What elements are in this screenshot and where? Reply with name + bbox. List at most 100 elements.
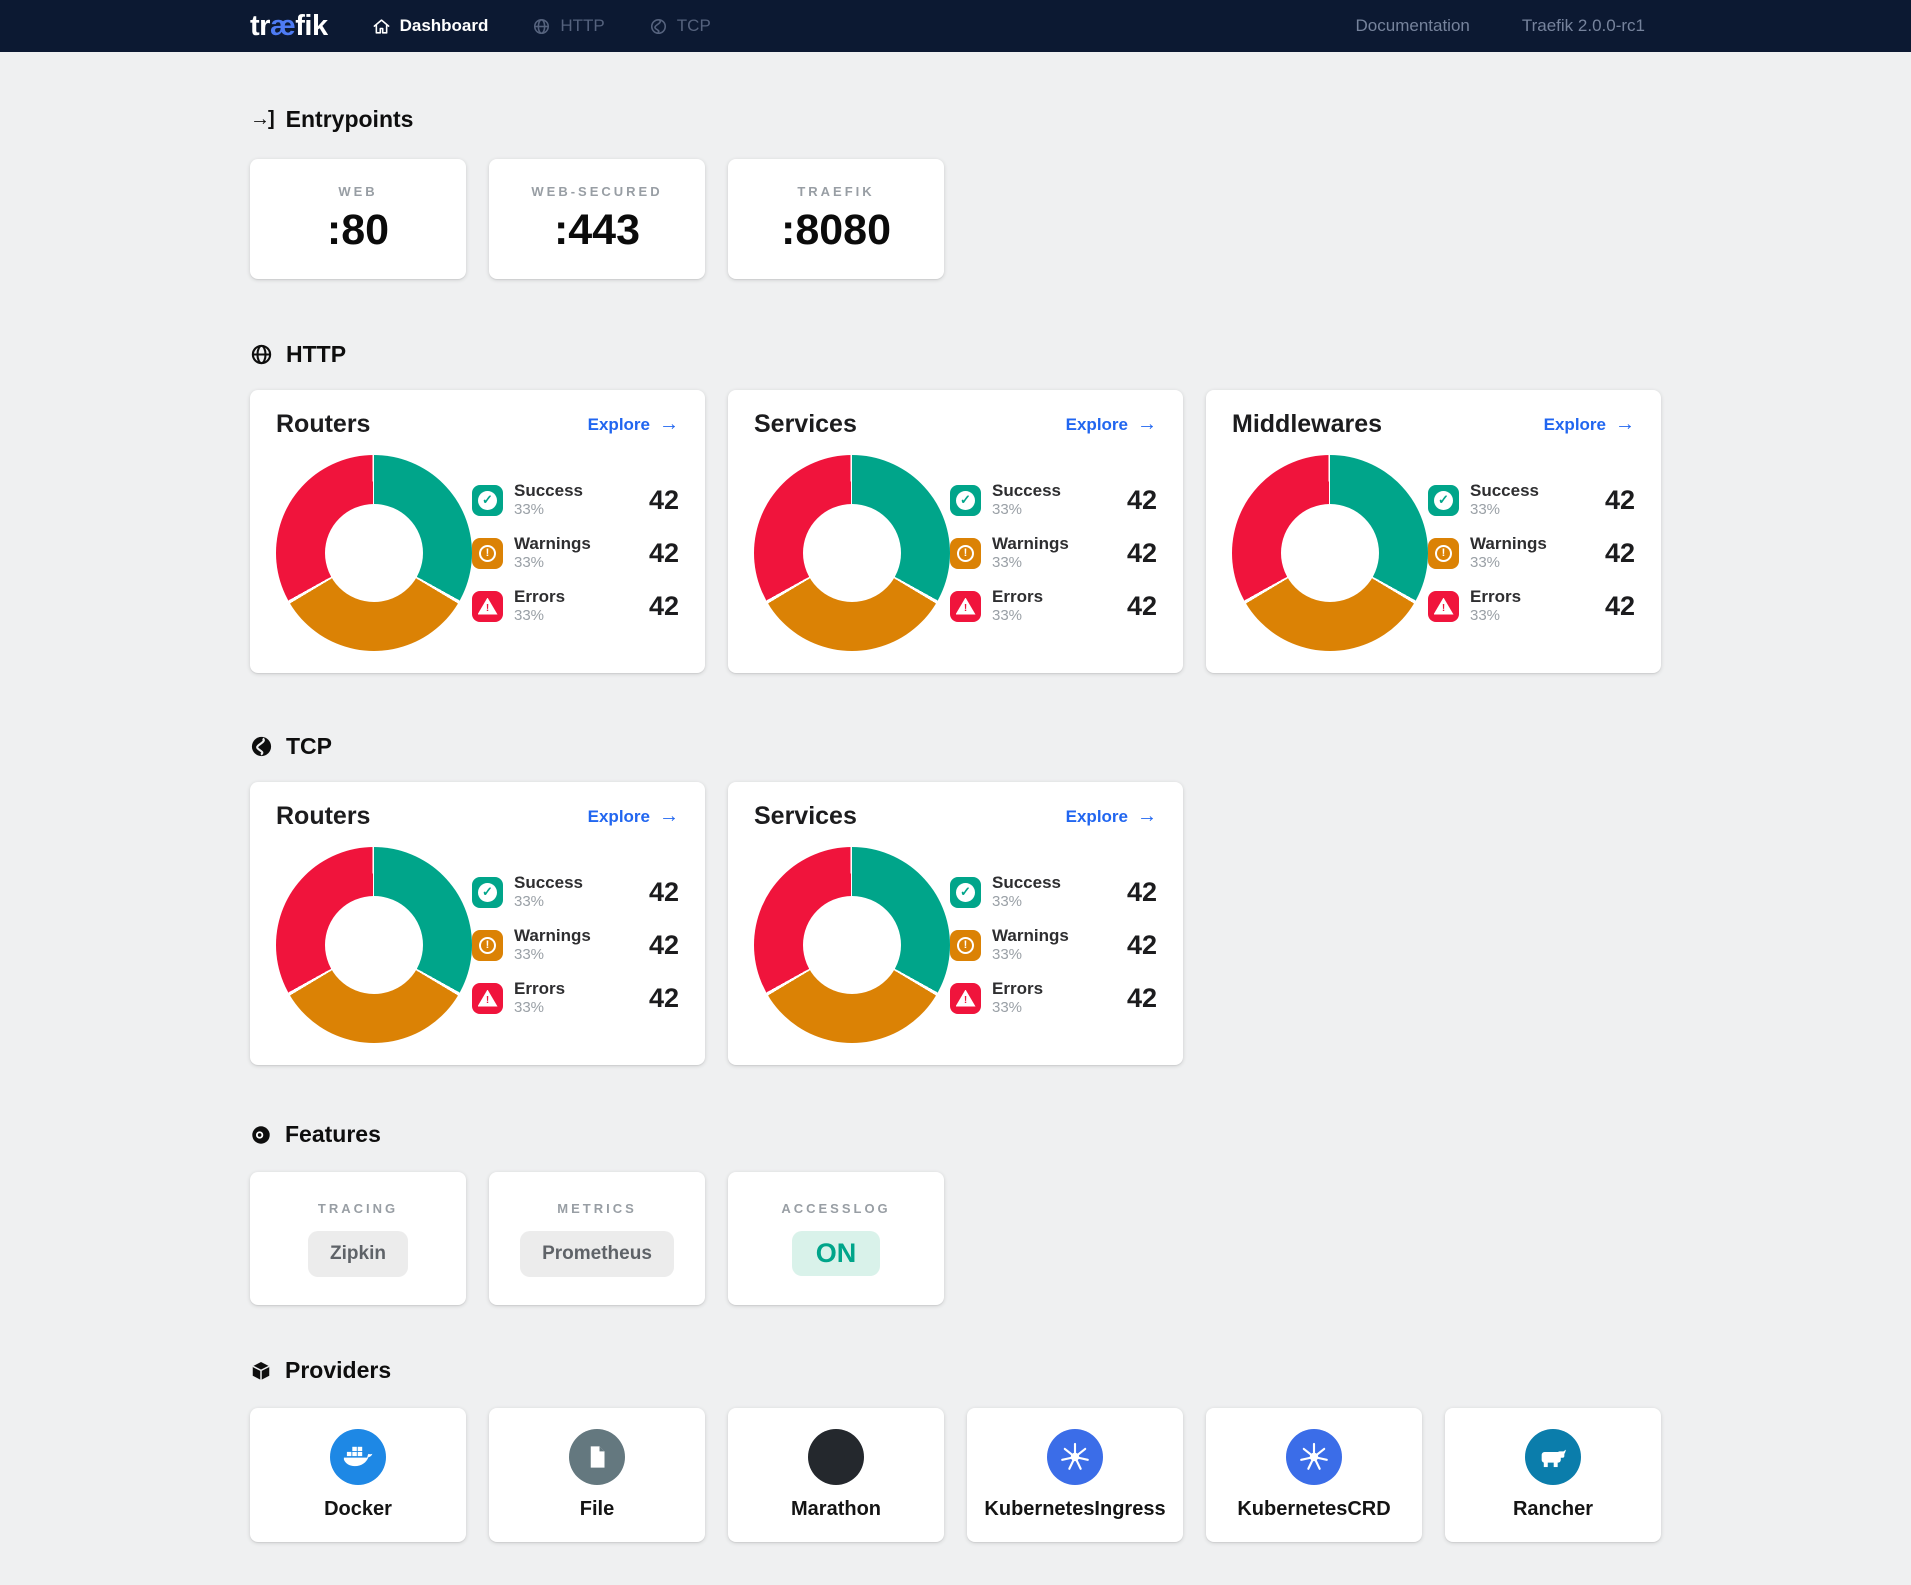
feature-value-chip: Prometheus	[520, 1230, 674, 1277]
rancher-icon	[1525, 1429, 1581, 1485]
stat-row-warnings: ! Warnings 33% 42	[472, 925, 679, 965]
kubernetes-icon	[1286, 1429, 1342, 1485]
stat-row-success: ✓ Success 33% 42	[950, 872, 1157, 912]
tcp-icon	[649, 17, 668, 36]
stat-row-warnings: ! Warnings 33% 42	[1428, 533, 1635, 573]
error-icon: !	[472, 590, 503, 622]
provider-name: Marathon	[791, 1498, 881, 1520]
donut-chart	[754, 847, 950, 1043]
feature-card-accesslog: ACCESSLOG ON	[728, 1172, 944, 1305]
marathon-icon	[808, 1429, 864, 1485]
provider-card-marathon: Marathon	[728, 1408, 944, 1542]
section-title-features: Features	[285, 1121, 381, 1147]
explore-link[interactable]: Explore →	[1065, 805, 1157, 827]
provider-name: Docker	[324, 1498, 392, 1520]
explore-link[interactable]: Explore →	[1543, 413, 1635, 435]
error-icon: !	[1428, 590, 1459, 622]
entrypoints-section: →] Entrypoints WEB :80 WEB-SECURED :443 …	[250, 106, 1661, 279]
feature-value-chip: Zipkin	[308, 1230, 408, 1277]
success-icon: ✓	[950, 484, 981, 516]
provider-name: KubernetesCRD	[1237, 1498, 1391, 1520]
provider-card-file: File	[489, 1408, 705, 1542]
provider-name: Rancher	[1512, 1498, 1594, 1520]
card-title: Routers	[276, 410, 371, 438]
card-title: Middlewares	[1232, 410, 1383, 438]
provider-card-rancher: Rancher	[1445, 1408, 1661, 1542]
explore-link[interactable]: Explore →	[587, 413, 679, 435]
warning-icon: !	[472, 929, 503, 961]
success-icon: ✓	[472, 484, 503, 516]
explore-link[interactable]: Explore →	[587, 805, 679, 827]
warning-icon: !	[950, 537, 981, 569]
http-services-card: Services Explore → ✓ Success 33% 42 ! Warn…	[728, 390, 1183, 673]
feature-on-badge: ON	[791, 1231, 881, 1276]
version-label: Traefik 2.0.0-rc1	[1521, 16, 1645, 35]
stat-row-warnings: ! Warnings 33% 42	[950, 925, 1157, 965]
success-icon: ✓	[472, 876, 503, 908]
tcp-section: TCP Routers Explore → ✓ Success 33% 42	[250, 733, 1661, 1065]
stat-row-warnings: ! Warnings 33% 42	[472, 533, 679, 573]
kubernetes-icon	[1047, 1429, 1103, 1485]
entrypoint-label: WEB-SECURED	[531, 183, 663, 199]
feature-label: METRICS	[557, 1200, 637, 1216]
provider-name: File	[579, 1498, 615, 1520]
tcp-icon	[250, 735, 273, 758]
docker-icon	[330, 1429, 386, 1485]
nav-item-label: TCP	[676, 16, 711, 35]
stat-row-success: ✓ Success 33% 42	[1428, 480, 1635, 520]
navbar: træfik Dashboard HTTP TCP Documentation …	[0, 0, 1911, 52]
entrypoints-icon: →]	[250, 108, 275, 130]
stat-row-success: ✓ Success 33% 42	[472, 480, 679, 520]
provider-name: KubernetesIngress	[984, 1498, 1166, 1520]
warning-icon: !	[950, 929, 981, 961]
entrypoint-label: TRAEFIK	[797, 183, 875, 199]
warning-icon: !	[1428, 537, 1459, 569]
section-title-providers: Providers	[285, 1357, 392, 1383]
entrypoint-card-traefik: TRAEFIK :8080	[728, 159, 944, 279]
error-icon: !	[950, 982, 981, 1014]
donut-chart	[1232, 455, 1428, 651]
error-icon: !	[472, 982, 503, 1014]
nav-item-http[interactable]: HTTP	[532, 16, 605, 36]
entrypoint-card-web: WEB :80	[250, 159, 466, 279]
section-title-tcp: TCP	[286, 733, 332, 759]
warning-icon: !	[472, 537, 503, 569]
stat-row-errors: ! Errors 33% 42	[472, 978, 679, 1018]
http-middlewares-card: Middlewares Explore → ✓ Success 33% 42 ! W…	[1206, 390, 1661, 673]
providers-section: Providers Docker File Marathon	[250, 1357, 1661, 1542]
explore-link[interactable]: Explore →	[1065, 413, 1157, 435]
arrow-right-icon: →	[659, 805, 679, 827]
nav-item-label: Dashboard	[399, 16, 489, 35]
http-routers-card: Routers Explore → ✓ Success 33% 42 ! Warni…	[250, 390, 705, 673]
providers-cube-icon	[250, 1360, 272, 1382]
nav-item-tcp[interactable]: TCP	[649, 16, 711, 36]
traefik-logo[interactable]: træfik	[250, 9, 328, 42]
stat-row-errors: ! Errors 33% 42	[1428, 586, 1635, 626]
entrypoint-port: :8080	[781, 205, 891, 254]
arrow-right-icon: →	[659, 413, 679, 435]
tcp-routers-card: Routers Explore → ✓ Success 33% 42 ! Warni…	[250, 782, 705, 1065]
stat-row-warnings: ! Warnings 33% 42	[950, 533, 1157, 573]
provider-card-kubernetes-ingress: KubernetesIngress	[967, 1408, 1183, 1542]
arrow-right-icon: →	[1615, 413, 1635, 435]
card-title: Services	[754, 410, 857, 438]
entrypoint-card-web-secured: WEB-SECURED :443	[489, 159, 705, 279]
nav-item-dashboard[interactable]: Dashboard	[372, 16, 489, 36]
arrow-right-icon: →	[1137, 413, 1157, 435]
entrypoint-port: :443	[553, 205, 641, 254]
features-icon	[250, 1124, 272, 1146]
stat-row-success: ✓ Success 33% 42	[472, 872, 679, 912]
entrypoint-port: :80	[326, 205, 390, 254]
stat-row-errors: ! Errors 33% 42	[472, 586, 679, 626]
error-icon: !	[950, 590, 981, 622]
provider-card-kubernetes-crd: KubernetesCRD	[1206, 1408, 1422, 1542]
file-icon	[569, 1429, 625, 1485]
entrypoint-label: WEB	[338, 183, 378, 199]
globe-icon	[250, 343, 273, 366]
section-title-http: HTTP	[286, 341, 347, 367]
donut-chart	[276, 455, 472, 651]
documentation-link[interactable]: Documentation	[1355, 16, 1470, 35]
donut-chart	[754, 455, 950, 651]
success-icon: ✓	[1428, 484, 1459, 516]
card-title: Routers	[276, 802, 371, 830]
